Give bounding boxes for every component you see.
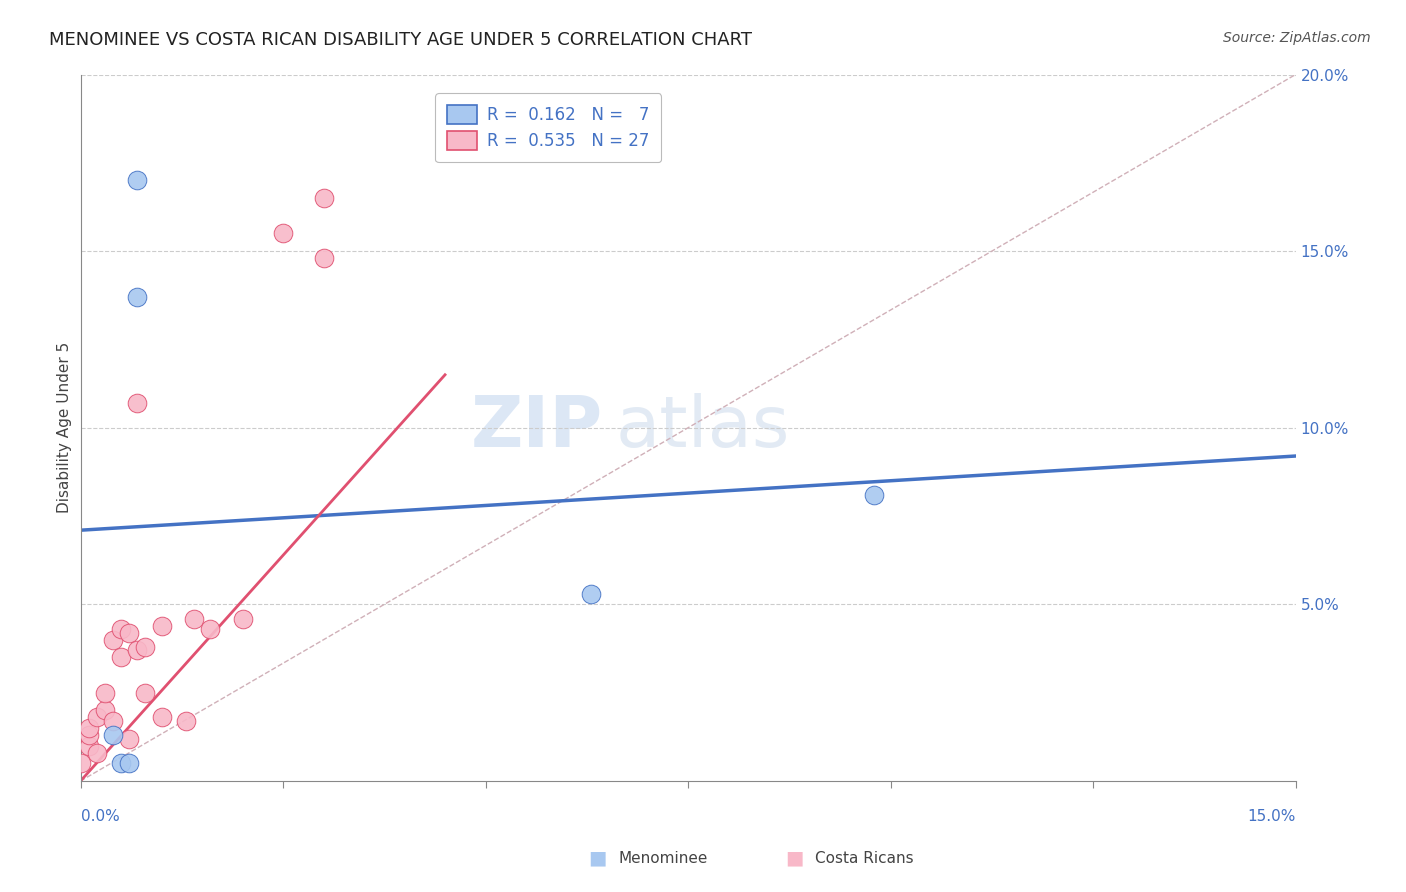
Point: [174, 714, 197, 728]
Point: [271, 227, 294, 241]
Point: [150, 618, 173, 632]
Point: [86, 746, 108, 760]
Point: [110, 622, 132, 636]
Text: Menominee: Menominee: [619, 851, 709, 865]
Point: [198, 622, 221, 636]
Point: [77, 721, 100, 735]
Text: Source: ZipAtlas.com: Source: ZipAtlas.com: [1223, 31, 1371, 45]
Point: [118, 625, 141, 640]
Text: MENOMINEE VS COSTA RICAN DISABILITY AGE UNDER 5 CORRELATION CHART: MENOMINEE VS COSTA RICAN DISABILITY AGE …: [49, 31, 752, 49]
Point: [127, 173, 149, 187]
Point: [150, 710, 173, 724]
Text: ZIP: ZIP: [471, 393, 603, 462]
Text: ■: ■: [785, 848, 804, 868]
Point: [127, 290, 149, 304]
Point: [101, 714, 124, 728]
Point: [183, 611, 205, 625]
Text: 0.0%: 0.0%: [80, 809, 120, 824]
Point: [863, 488, 886, 502]
Point: [312, 191, 335, 205]
Text: ■: ■: [588, 848, 607, 868]
Point: [69, 756, 91, 771]
Point: [77, 728, 100, 742]
Point: [127, 643, 149, 657]
Point: [77, 739, 100, 753]
Text: 15.0%: 15.0%: [1247, 809, 1295, 824]
Point: [127, 396, 149, 410]
Point: [134, 640, 156, 654]
Point: [579, 587, 602, 601]
Point: [231, 611, 253, 625]
Point: [86, 710, 108, 724]
Point: [118, 731, 141, 746]
Point: [101, 632, 124, 647]
Point: [118, 756, 141, 771]
Text: Costa Ricans: Costa Ricans: [815, 851, 914, 865]
Point: [134, 686, 156, 700]
Point: [94, 703, 117, 717]
Point: [101, 728, 124, 742]
Point: [94, 686, 117, 700]
Point: [312, 251, 335, 265]
Point: [110, 756, 132, 771]
Y-axis label: Disability Age Under 5: Disability Age Under 5: [58, 343, 72, 514]
Legend: R =  0.162   N =   7, R =  0.535   N = 27: R = 0.162 N = 7, R = 0.535 N = 27: [436, 94, 661, 162]
Point: [110, 650, 132, 665]
Text: atlas: atlas: [616, 393, 790, 462]
